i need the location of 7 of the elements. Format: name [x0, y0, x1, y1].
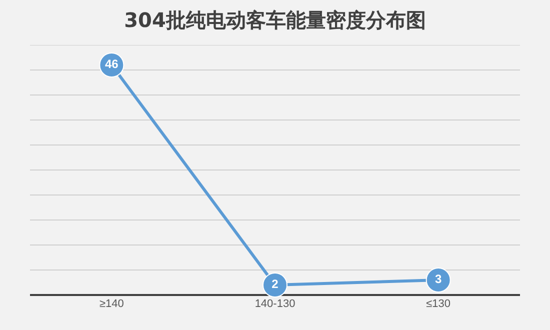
data-label: 46 — [104, 57, 119, 71]
x-tick-label: ≥140 — [99, 298, 124, 310]
x-tick-label: ≤130 — [426, 298, 451, 310]
data-label: 3 — [434, 272, 442, 286]
chart-title: 304批纯电动客车能量密度分布图 — [124, 8, 426, 32]
x-tick-label: 140-130 — [254, 298, 296, 310]
data-label: 2 — [272, 277, 279, 291]
